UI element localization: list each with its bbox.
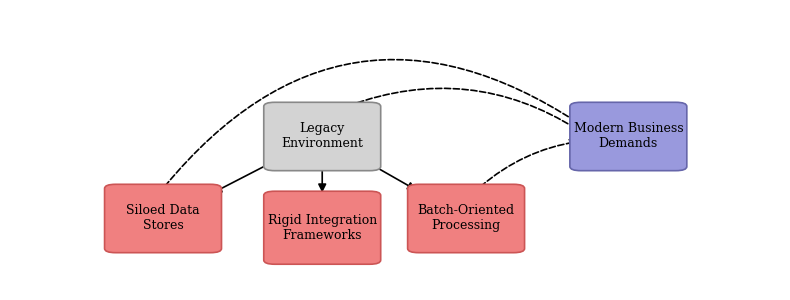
FancyBboxPatch shape bbox=[264, 191, 381, 264]
Text: Rigid Integration
Frameworks: Rigid Integration Frameworks bbox=[268, 214, 377, 242]
Text: Batch-Oriented
Processing: Batch-Oriented Processing bbox=[418, 205, 514, 232]
Text: Siloed Data
Stores: Siloed Data Stores bbox=[126, 205, 200, 232]
Text: Legacy
Environment: Legacy Environment bbox=[281, 122, 363, 151]
FancyBboxPatch shape bbox=[408, 184, 525, 253]
FancyBboxPatch shape bbox=[104, 184, 221, 253]
Text: Modern Business
Demands: Modern Business Demands bbox=[574, 122, 683, 151]
FancyBboxPatch shape bbox=[570, 102, 687, 171]
FancyBboxPatch shape bbox=[264, 102, 381, 171]
